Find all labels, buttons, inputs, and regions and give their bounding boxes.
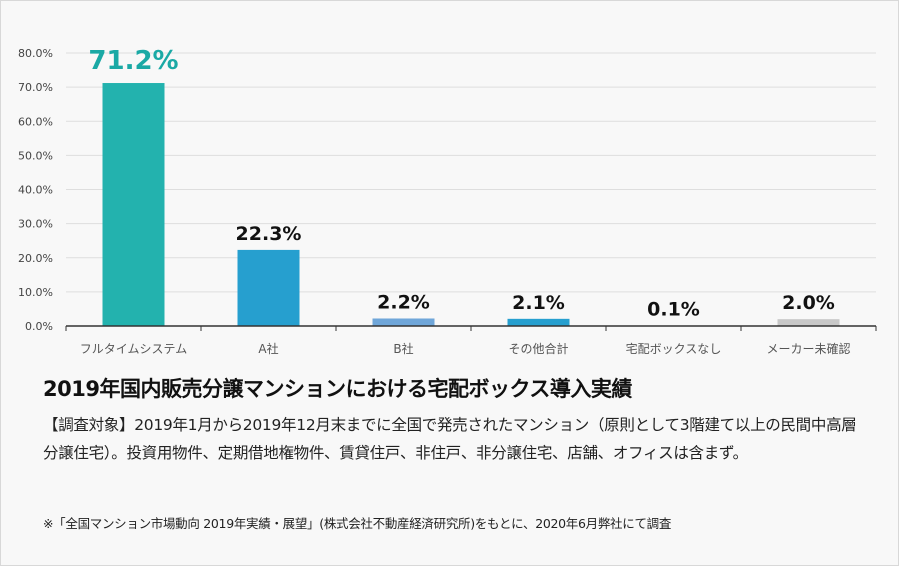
y-tick-label: 80.0% (18, 47, 53, 60)
bar (372, 318, 435, 326)
data-label: 2.1% (512, 292, 565, 314)
x-tick-label: A社 (258, 341, 278, 356)
y-tick-label: 60.0% (18, 115, 53, 128)
x-tick-label: B社 (393, 341, 413, 356)
data-label: 2.0% (782, 292, 835, 314)
y-tick-label: 70.0% (18, 81, 53, 94)
bar (507, 318, 570, 326)
bar (102, 83, 165, 326)
data-label: 2.2% (377, 291, 430, 313)
y-tick-label: 10.0% (18, 286, 53, 299)
source-note: ※「全国マンション市場動向 2019年実績・展望」(株式会社不動産経済研究所)を… (43, 516, 672, 531)
y-tick-label: 40.0% (18, 184, 53, 197)
bar (237, 249, 300, 326)
x-tick-label: メーカー未確認 (766, 341, 850, 356)
y-tick-label: 0.0% (25, 320, 53, 333)
data-label: 0.1% (647, 299, 700, 321)
bar-chart: 0.0% 10.0% 20.0% 30.0% 40.0% 50.0% 60.0% 70.0% 8… (18, 46, 877, 356)
y-tick-label: 20.0% (18, 252, 53, 265)
chart-caption-title: 2019年国内販売分譲マンションにおける宅配ボックス導入実績 (43, 377, 632, 401)
data-label: 22.3% (236, 223, 302, 245)
y-tick-label: 50.0% (18, 149, 53, 162)
data-label: 71.2% (88, 46, 178, 76)
x-tick-label: フルタイムシステム (80, 342, 187, 356)
bar (777, 319, 840, 326)
y-tick-label: 30.0% (18, 218, 53, 231)
survey-description: 【調査対象】2019年1月から2019年12月末までに全国で発売されたマンション… (43, 416, 857, 462)
x-tick-label: その他合計 (508, 341, 568, 356)
x-tick-label: 宅配ボックスなし (626, 341, 722, 356)
